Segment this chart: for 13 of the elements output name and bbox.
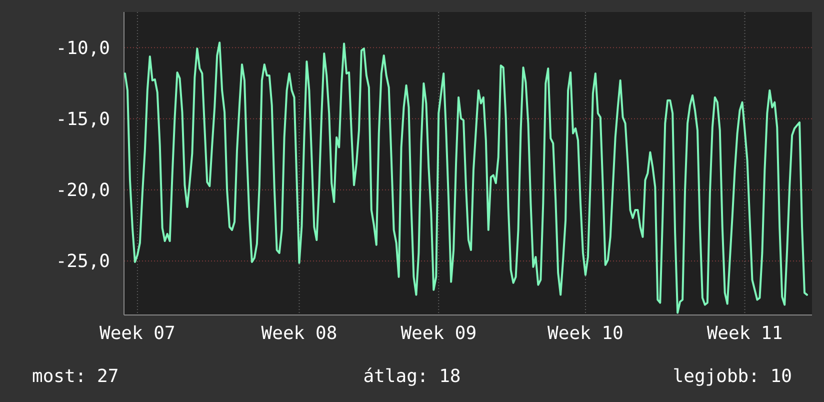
- x-tick-label: Week 09: [400, 323, 477, 344]
- y-tick-label: -15,0: [56, 108, 110, 130]
- text: most: 27: [32, 366, 119, 387]
- x-tick-label: Week 11: [706, 323, 783, 344]
- x-tick-label: Week 08: [261, 323, 338, 344]
- y-tick-label: -10,0: [56, 38, 110, 59]
- y-tick-label: -25,0: [56, 251, 110, 272]
- x-tick-label: Week 10: [548, 323, 624, 344]
- x-tick-label: Week 07: [100, 323, 176, 344]
- text: átlag: 18: [363, 366, 461, 387]
- text: legjobb: 10: [672, 366, 792, 387]
- y-tick-label: -20,0: [56, 180, 110, 202]
- line-series: [124, 42, 808, 314]
